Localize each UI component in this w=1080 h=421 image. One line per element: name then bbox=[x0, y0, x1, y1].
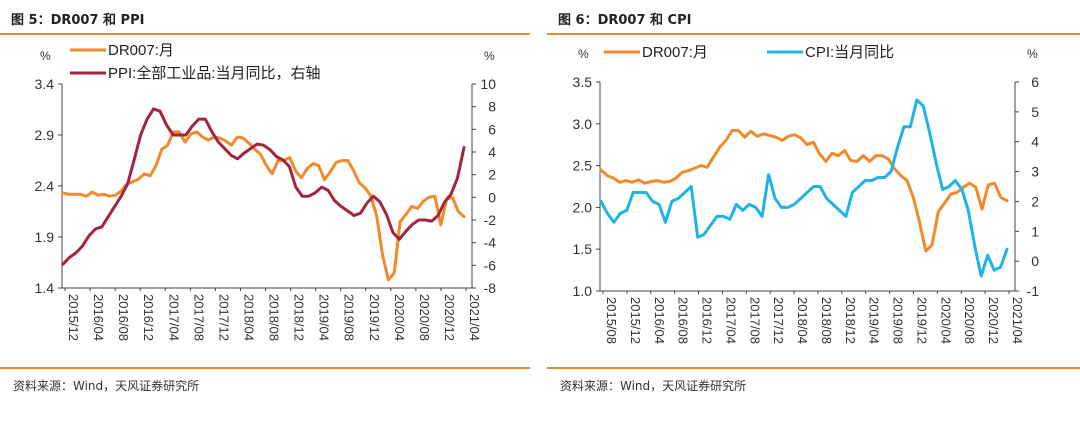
y-right-tick-label: 8 bbox=[488, 99, 496, 115]
y-left-tick-label: 2.0 bbox=[573, 199, 593, 215]
x-tick-label: 2017/04 bbox=[723, 297, 738, 344]
x-tick-label: 2020/04 bbox=[392, 294, 407, 341]
y-right-tick-label: 3 bbox=[1031, 164, 1039, 180]
chart-dr007-ppi: % % 1.4 1.9 2.4 2.9 3.4 -8 -6 -4 -2 0 2 4 6 8 10 2015/12 2… bbox=[35, 42, 497, 341]
y-right-tick-label: -1 bbox=[1027, 283, 1040, 299]
source-rule bbox=[0, 367, 530, 369]
y-left-tick-label: 1.9 bbox=[35, 229, 55, 245]
legend-label-1: DR007:月 bbox=[642, 44, 708, 61]
x-tick-label: 2015/08 bbox=[604, 297, 619, 344]
x-tick-label: 2020/08 bbox=[962, 297, 977, 344]
y-axis-right-unit: % bbox=[484, 49, 495, 63]
figure-dr007-ppi: 图 5：DR007 和 PPI %% 1.4 1.9 2.4 2.9 3.4 -8 -6 -4 -… bbox=[0, 0, 530, 421]
x-tick-label: 2019/08 bbox=[342, 294, 357, 341]
x-tick-label: 2016/12 bbox=[141, 294, 156, 341]
x-tick-label: 2019/12 bbox=[914, 297, 929, 344]
x-tick-label: 2016/08 bbox=[116, 294, 131, 341]
x-tick-label: 2016/12 bbox=[700, 297, 715, 344]
y-left-tick-label: 1.5 bbox=[573, 241, 593, 257]
y-right-tick-label: -4 bbox=[484, 235, 497, 251]
x-tick-label: 2018/12 bbox=[843, 297, 858, 344]
y-right-tick-label: 6 bbox=[488, 121, 496, 137]
y-right-tick-label: -2 bbox=[484, 212, 497, 228]
y-right-tick-label: 4 bbox=[488, 144, 496, 160]
source-note: 资料来源：Wind，天风证券研究所 bbox=[560, 379, 747, 393]
x-tick-label: 2015/12 bbox=[628, 297, 643, 344]
y-left-tick-label: 2.4 bbox=[35, 178, 55, 194]
x-tick-label: 2020/12 bbox=[986, 297, 1001, 344]
series-line-1 bbox=[61, 130, 466, 282]
x-tick-label: 2018/04 bbox=[795, 297, 810, 344]
y-left-tick-label: 3.5 bbox=[573, 74, 593, 90]
y-right-tick-label: 10 bbox=[480, 76, 496, 92]
y-right-tick-label: -6 bbox=[484, 257, 497, 273]
series-line-1 bbox=[599, 129, 1009, 253]
y-left-tick-label: 3.4 bbox=[35, 76, 55, 92]
series-line-2 bbox=[599, 98, 1009, 278]
y-left-tick-label: 2.5 bbox=[573, 158, 593, 174]
x-tick-label: 2020/12 bbox=[442, 294, 457, 341]
y-right-tick-label: 1 bbox=[1031, 223, 1039, 239]
y-right-tick-label: 0 bbox=[488, 189, 496, 205]
x-tick-label: 2018/08 bbox=[267, 294, 282, 341]
y-left-tick-label: 1.4 bbox=[35, 280, 55, 296]
x-tick-label: 2017/12 bbox=[216, 294, 231, 341]
x-tick-label: 2016/04 bbox=[652, 297, 667, 344]
x-tick-label: 2019/04 bbox=[317, 294, 332, 341]
y-right-tick-label: 0 bbox=[1031, 253, 1039, 269]
title-rule bbox=[547, 33, 1080, 35]
y-right-tick-label: 5 bbox=[1031, 104, 1039, 120]
x-tick-label: 2017/08 bbox=[747, 297, 762, 344]
y-right-tick-label: 2 bbox=[488, 167, 496, 183]
y-axis-right-unit: % bbox=[1027, 47, 1038, 61]
figure-dr007-cpi: 图 6：DR007 和 CPI %% 1.0 1.5 2.0 2.5 3.0 3.5 -1 0 1… bbox=[547, 0, 1080, 421]
x-tick-label: 2021/04 bbox=[467, 294, 482, 341]
x-tick-label: 2019/04 bbox=[867, 297, 882, 344]
x-tick-label: 2018/08 bbox=[819, 297, 834, 344]
legend-label-1: DR007:月 bbox=[108, 42, 174, 59]
chart-dr007-cpi: % % 1.0 1.5 2.0 2.5 3.0 3.5 -1 0 1 2 3 4 5 6 2015/08 2015… bbox=[573, 44, 1040, 344]
series-line-2 bbox=[61, 107, 466, 266]
title-rule bbox=[0, 33, 530, 35]
y-left-tick-label: 2.9 bbox=[35, 127, 55, 143]
legend-label-2: PPI:全部工业品:当月同比，右轴 bbox=[108, 64, 321, 82]
x-tick-label: 2017/12 bbox=[771, 297, 786, 344]
figure-title: 图 5：DR007 和 PPI bbox=[11, 13, 145, 28]
x-tick-label: 2017/08 bbox=[191, 294, 206, 341]
x-tick-label: 2016/04 bbox=[91, 294, 106, 341]
source-rule bbox=[547, 367, 1080, 369]
y-right-tick-label: 4 bbox=[1031, 134, 1039, 150]
x-tick-label: 2021/04 bbox=[1010, 297, 1025, 344]
y-axis-left-unit: % bbox=[40, 49, 51, 63]
x-tick-label: 2020/04 bbox=[938, 297, 953, 344]
x-tick-label: 2015/12 bbox=[66, 294, 81, 341]
x-tick-label: 2018/12 bbox=[292, 294, 307, 341]
figure-title: 图 6：DR007 和 CPI bbox=[558, 13, 692, 28]
x-tick-label: 2019/12 bbox=[367, 294, 382, 341]
x-tick-label: 2019/08 bbox=[891, 297, 906, 344]
x-tick-label: 2020/08 bbox=[417, 294, 432, 341]
y-left-tick-label: 3.0 bbox=[573, 116, 593, 132]
y-axis-left-unit: % bbox=[578, 47, 589, 61]
y-right-tick-label: 2 bbox=[1031, 193, 1039, 209]
x-tick-label: 2016/08 bbox=[676, 297, 691, 344]
x-tick-label: 2018/04 bbox=[241, 294, 256, 341]
y-right-tick-label: -8 bbox=[484, 280, 497, 296]
x-tick-label: 2017/04 bbox=[166, 294, 181, 341]
y-right-tick-label: 6 bbox=[1031, 74, 1039, 90]
y-left-tick-label: 1.0 bbox=[573, 283, 593, 299]
legend-label-2: CPI:当月同比 bbox=[805, 44, 894, 61]
source-note: 资料来源：Wind，天风证券研究所 bbox=[13, 379, 200, 393]
